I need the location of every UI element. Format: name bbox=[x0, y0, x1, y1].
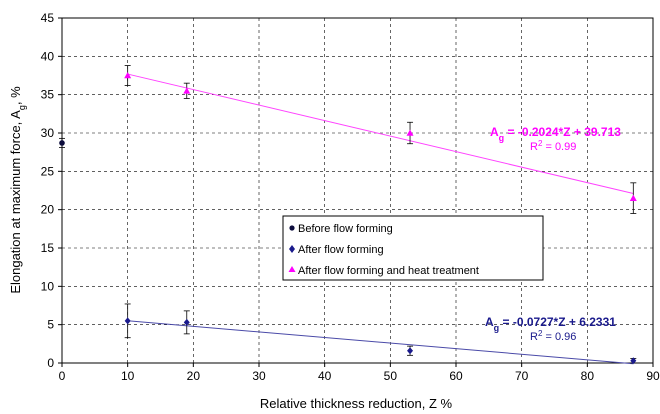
plot-frame bbox=[61, 17, 654, 364]
y-tick-label: 30 bbox=[41, 126, 55, 140]
data-point-triangle bbox=[406, 129, 414, 136]
equation-annotation-after-flow-forming: Ag = -0.0727*Z + 6.2331 R2 = 0.96 bbox=[485, 315, 616, 343]
data-markers bbox=[59, 65, 637, 365]
svg-text:Ag = -0.0727*Z + 6.2331: Ag = -0.0727*Z + 6.2331 bbox=[485, 315, 616, 333]
y-tick-label: 15 bbox=[41, 241, 55, 255]
y-tick-label: 35 bbox=[41, 88, 55, 102]
y-tick-label: 0 bbox=[47, 356, 54, 370]
x-tick-label: 40 bbox=[318, 369, 332, 383]
legend: Before flow forming After flow forming A… bbox=[282, 215, 544, 281]
y-tick-label: 25 bbox=[41, 164, 55, 178]
y-tick-label: 20 bbox=[41, 203, 55, 217]
x-tick-label: 60 bbox=[449, 369, 463, 383]
legend-marker-circle-icon bbox=[289, 225, 295, 231]
x-tick-label: 10 bbox=[121, 369, 135, 383]
trendlines bbox=[127, 73, 634, 365]
x-tick-label: 30 bbox=[252, 369, 266, 383]
y-tick-label: 10 bbox=[41, 279, 55, 293]
data-point-diamond bbox=[183, 318, 190, 326]
x-tick-label: 80 bbox=[581, 369, 595, 383]
legend-label: After flow forming bbox=[298, 244, 384, 256]
legend-item-before-flow-forming: Before flow forming bbox=[289, 223, 393, 235]
x-axis-title: Relative thickness reduction, Z % bbox=[260, 396, 453, 411]
data-point-diamond bbox=[124, 317, 131, 325]
x-tick-label: 0 bbox=[59, 369, 66, 383]
x-tick-label: 20 bbox=[187, 369, 201, 383]
y-tick-label: 45 bbox=[41, 11, 55, 25]
y-axis-title: Elongation at maximum force, Ag, % bbox=[8, 86, 27, 294]
svg-text:R2 = 0.99: R2 = 0.99 bbox=[530, 139, 576, 154]
data-point-diamond bbox=[630, 357, 637, 365]
legend-label: Before flow forming bbox=[298, 223, 393, 235]
equation-annotation-heat-treatment: Ag = -0.2024*Z + 39.713 R2 = 0.99 bbox=[490, 125, 621, 153]
y-tick-label: 5 bbox=[47, 318, 54, 332]
svg-text:R2 = 0.96: R2 = 0.96 bbox=[530, 329, 576, 344]
legend-item-after-heat-treatment: After flow forming and heat treatment bbox=[288, 265, 479, 277]
data-point-triangle bbox=[629, 194, 637, 201]
legend-item-after-flow-forming: After flow forming bbox=[289, 244, 384, 256]
y-tick-label: 40 bbox=[41, 49, 55, 63]
legend-box bbox=[282, 215, 544, 281]
legend-marker-diamond-icon bbox=[289, 245, 295, 253]
data-point-diamond bbox=[407, 347, 414, 355]
plot-border bbox=[61, 17, 654, 364]
legend-marker-triangle-icon bbox=[288, 266, 296, 272]
x-tick-label: 50 bbox=[384, 369, 398, 383]
trendline bbox=[127, 320, 634, 365]
tick-labels: 0 10 20 30 40 50 60 70 80 90 0 5 10 15 20 25 30 35 40 45 bbox=[41, 11, 660, 383]
svg-text:Ag = -0.2024*Z + 39.713: Ag = -0.2024*Z + 39.713 bbox=[490, 125, 621, 143]
data-point-circle bbox=[59, 140, 65, 146]
data-point-triangle bbox=[183, 87, 191, 94]
legend-label: After flow forming and heat treatment bbox=[298, 265, 479, 277]
trendline bbox=[127, 73, 634, 195]
grid bbox=[62, 18, 653, 363]
data-point-triangle bbox=[124, 72, 132, 79]
x-tick-label: 70 bbox=[515, 369, 529, 383]
x-tick-label: 90 bbox=[646, 369, 660, 383]
